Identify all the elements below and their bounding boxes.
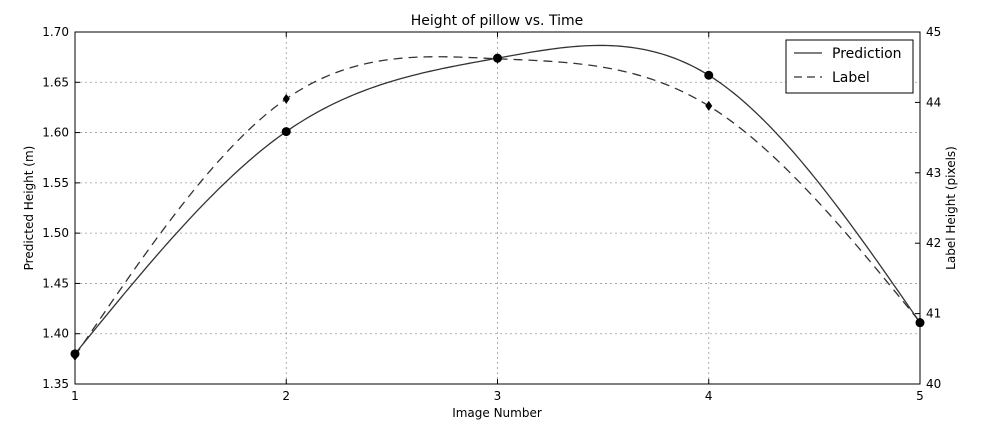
x-axis-label: Image Number — [452, 406, 542, 420]
y-tick-label: 1.65 — [42, 75, 69, 89]
data-point-label — [705, 100, 713, 111]
grid — [75, 32, 920, 384]
y-tick-label: 1.70 — [42, 25, 69, 39]
y2-tick-label: 41 — [926, 307, 941, 321]
y-tick-label: 1.40 — [42, 327, 69, 341]
y2-tick-label: 40 — [926, 377, 941, 391]
legend-label-label: Label — [832, 70, 870, 86]
x-tick-label: 3 — [494, 389, 502, 403]
ticks: 1 2 3 4 51.351.401.451.501.551.601.651.70404… — [42, 25, 941, 403]
y-tick-label: 1.55 — [42, 176, 69, 190]
y-tick-label: 1.45 — [42, 276, 69, 290]
x-tick-label: 1 — [71, 389, 79, 403]
data-point-prediction — [281, 127, 291, 137]
y-tick-label: 1.60 — [42, 126, 69, 140]
y2-axis-label: Label Height (pixels) — [944, 146, 958, 270]
y-axis-label: Predicted Height (m) — [22, 146, 36, 271]
legend-box — [785, 39, 914, 94]
x-tick-label: 2 — [282, 389, 290, 403]
x-tick-label: 4 — [705, 389, 713, 403]
x-tick-label: 5 — [916, 389, 924, 403]
data-point-label — [494, 53, 501, 64]
y2-tick-label: 42 — [926, 236, 941, 250]
chart-title: Height of pillow vs. Time — [411, 13, 583, 29]
y2-tick-label: 43 — [926, 166, 941, 180]
data-point-prediction — [704, 70, 714, 80]
data-point-label — [282, 93, 290, 104]
legend: Prediction Label — [785, 39, 914, 94]
series-line-label — [74, 56, 921, 357]
legend-label-prediction: Prediction — [832, 46, 902, 62]
y2-tick-label: 45 — [926, 25, 941, 39]
y-tick-label: 1.35 — [42, 377, 69, 391]
y-tick-label: 1.50 — [42, 226, 69, 240]
y2-tick-label: 44 — [926, 95, 941, 109]
